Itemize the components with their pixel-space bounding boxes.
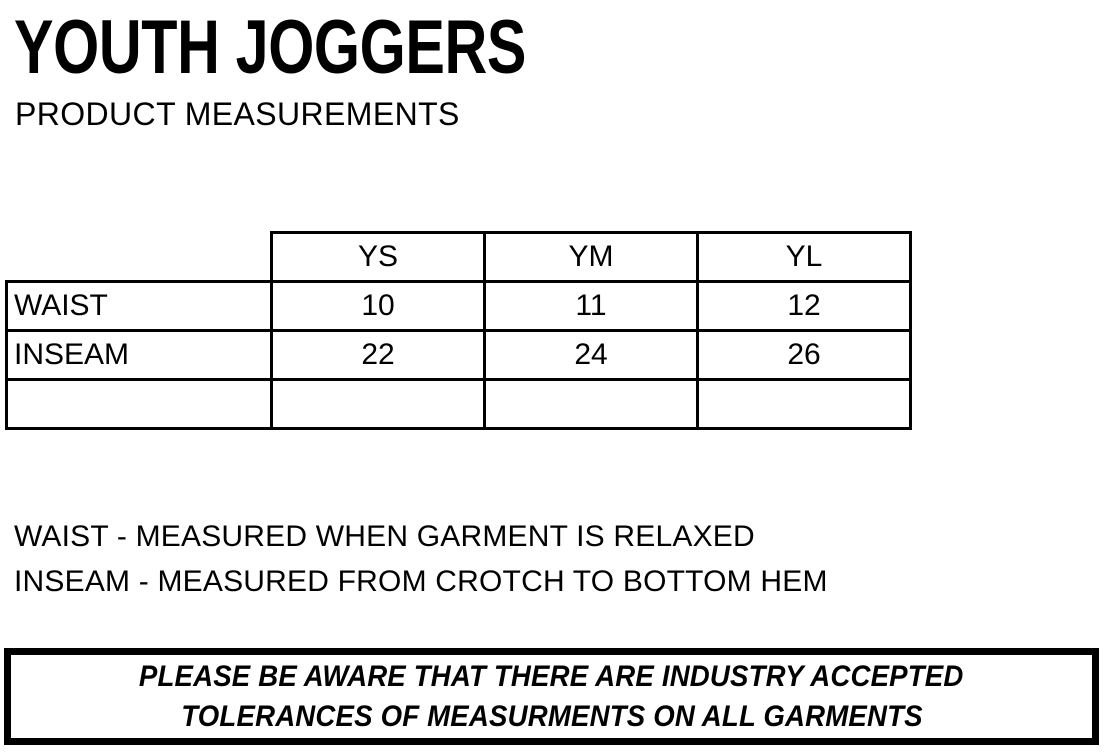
column-header-ym: YM <box>483 231 699 283</box>
cell-inseam-yl: 26 <box>696 329 912 381</box>
cell-waist-ym: 11 <box>483 280 699 332</box>
column-header-yl: YL <box>696 231 912 283</box>
table-row: WAIST 10 11 12 <box>5 280 912 332</box>
page-subtitle: PRODUCT MEASUREMENTS <box>15 96 460 132</box>
row-label-empty <box>5 378 273 430</box>
cell-waist-yl: 12 <box>696 280 912 332</box>
cell-empty-ys <box>270 378 486 430</box>
row-label-inseam: INSEAM <box>5 329 273 381</box>
cell-inseam-ym: 24 <box>483 329 699 381</box>
page-title: YOUTH JOGGERS <box>14 5 527 90</box>
disclaimer-line-1: PLEASE BE AWARE THAT THERE ARE INDUSTRY … <box>139 659 964 693</box>
table-corner-cell <box>7 233 272 282</box>
measurements-table: YS YM YL WAIST 10 11 12 INSEAM 22 24 26 <box>5 231 912 430</box>
table-row <box>5 378 912 430</box>
note-inseam: INSEAM - MEASURED FROM CROTCH TO BOTTOM … <box>14 565 828 598</box>
table-row: INSEAM 22 24 26 <box>5 329 912 381</box>
row-label-waist: WAIST <box>5 280 273 332</box>
table-header-row: YS YM YL <box>7 231 912 283</box>
cell-empty-ym <box>483 378 699 430</box>
column-header-ys: YS <box>270 231 486 283</box>
cell-inseam-ys: 22 <box>270 329 486 381</box>
tolerance-disclaimer-box: PLEASE BE AWARE THAT THERE ARE INDUSTRY … <box>4 648 1099 745</box>
note-waist: WAIST - MEASURED WHEN GARMENT IS RELAXED <box>14 520 755 553</box>
cell-waist-ys: 10 <box>270 280 486 332</box>
disclaimer-line-2: TOLERANCES OF MEASURMENTS ON ALL GARMENT… <box>180 699 923 733</box>
measurement-notes: WAIST - MEASURED WHEN GARMENT IS RELAXED… <box>14 514 1014 604</box>
cell-empty-yl <box>696 378 912 430</box>
